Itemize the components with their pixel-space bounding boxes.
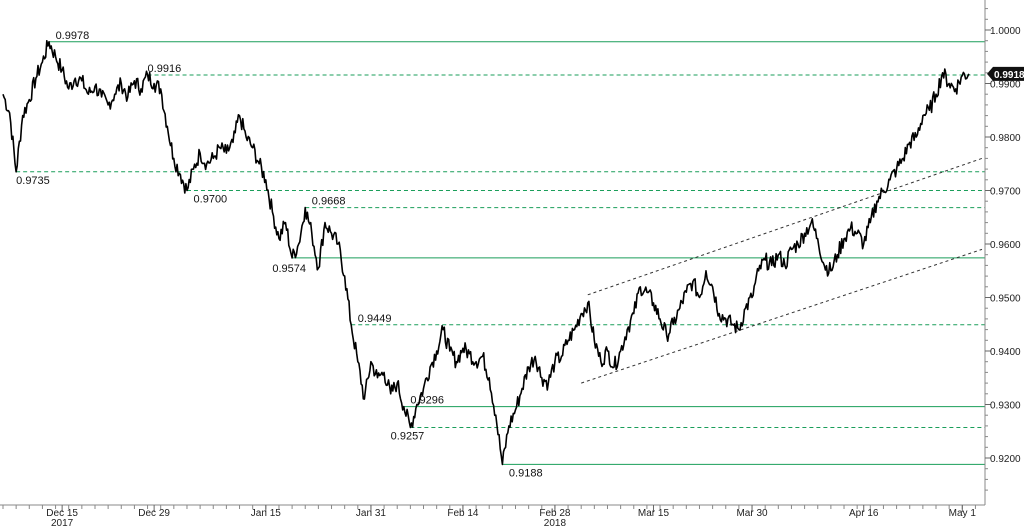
- level-label-0-9257: 0.9257: [391, 431, 425, 443]
- x-year-label: 2018: [544, 518, 567, 528]
- y-tick-label: 1.0000: [990, 26, 1021, 37]
- x-tick-label: Mar 30: [736, 508, 768, 519]
- price-line: [2, 40, 970, 466]
- x-tick-label: Feb 28: [539, 508, 571, 519]
- channel-line-2: [581, 248, 983, 384]
- channel-lines: [581, 157, 983, 384]
- level-label-0-9978: 0.9978: [56, 30, 90, 42]
- y-tick-label: 0.9800: [990, 133, 1021, 144]
- x-tick-label: Dec 15: [46, 508, 78, 519]
- x-tick-label: Dec 29: [138, 508, 170, 519]
- x-tick-label: Feb 14: [447, 508, 479, 519]
- y-tick-label: 0.9700: [990, 187, 1021, 198]
- level-label-0-9700: 0.9700: [194, 194, 228, 206]
- level-label-0-9296: 0.9296: [410, 395, 444, 407]
- x-year-label: 2017: [51, 518, 74, 528]
- y-tick-label: 0.9400: [990, 347, 1021, 358]
- x-tick-label: Mar 15: [638, 508, 670, 519]
- level-label-0-9668: 0.9668: [312, 196, 346, 208]
- x-tick-label: Jan 15: [251, 508, 281, 519]
- y-tick-label: 0.9600: [990, 240, 1021, 251]
- y-tick-label: 0.9900: [990, 80, 1021, 91]
- price-series: [2, 40, 970, 466]
- y-tick-label: 0.9200: [990, 454, 1021, 465]
- y-tick-label: 0.9300: [990, 401, 1021, 412]
- x-tick-label: Apr 16: [849, 508, 879, 519]
- x-tick-label: May 1: [949, 508, 977, 519]
- level-label-0-9735: 0.9735: [16, 175, 50, 187]
- level-label-0-9449: 0.9449: [358, 313, 392, 325]
- level-labels: 0.9978 0.9916 0.9735 0.9700 0.9668 0.9574 0.94…: [16, 30, 542, 480]
- level-label-0-9916: 0.9916: [148, 63, 182, 75]
- x-tick-label: Jan 31: [356, 508, 386, 519]
- last-value-marker: [987, 66, 1024, 81]
- level-label-0-9574: 0.9574: [272, 263, 306, 275]
- last-value-label: 0.9918: [994, 70, 1024, 81]
- y-tick-label: 0.9500: [990, 294, 1021, 305]
- level-label-0-9188: 0.9188: [509, 467, 543, 479]
